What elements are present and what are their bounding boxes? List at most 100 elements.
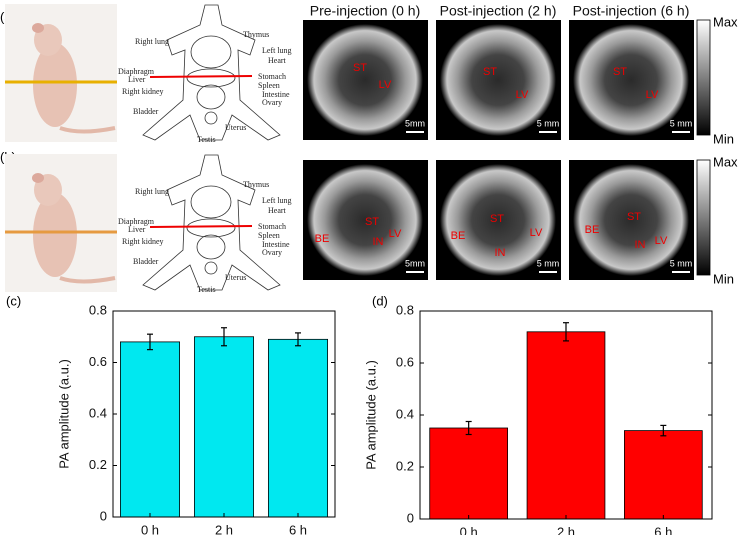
organ-label: Diaphragm <box>118 67 155 76</box>
organ-label: Testis <box>197 285 216 294</box>
organ-label: Left lung <box>262 196 292 205</box>
pa-ring <box>307 24 423 136</box>
y-tick-label: 0 <box>100 508 107 523</box>
mouse-body <box>33 43 77 127</box>
organ-label: Right lung <box>135 187 169 196</box>
organ-label: Uterus <box>225 123 246 132</box>
scale-label: 5mm <box>405 258 425 268</box>
bladder <box>204 261 218 275</box>
organ-label: Bladder <box>133 107 159 116</box>
colorbar-min: Min <box>713 271 734 286</box>
organ-mark: BE <box>315 233 330 245</box>
anatomy-diagram <box>142 4 281 141</box>
organ-label: Intestine <box>262 240 290 249</box>
mouse-tail <box>59 126 116 134</box>
mouse-body <box>33 193 77 277</box>
image-title: Pre-injection (0 h) <box>310 3 421 19</box>
organ-label: Heart <box>268 56 287 65</box>
intestine <box>196 234 226 260</box>
body-outline <box>142 154 281 291</box>
colorbar <box>696 19 711 136</box>
error-bar <box>660 424 667 437</box>
organ-label: Liver <box>128 75 146 84</box>
organ-mark: LV <box>379 79 392 91</box>
organ-label: Right lung <box>135 37 169 46</box>
y-tick-label: 0.2 <box>396 458 414 473</box>
organ-mark: ST <box>490 213 504 225</box>
organ-mark: LV <box>530 227 543 239</box>
y-tick-label: 0.6 <box>396 354 414 369</box>
anatomy-diagram <box>142 154 281 291</box>
section-line <box>149 225 253 228</box>
y-tick-label: 0.2 <box>89 457 107 472</box>
error-bar <box>295 332 301 347</box>
organ-label: Bladder <box>133 257 159 266</box>
organ-mark: BE <box>451 230 466 242</box>
lungs <box>190 35 232 69</box>
colorbar <box>696 159 711 276</box>
error-bar <box>221 327 227 347</box>
mouse-photo <box>5 154 117 292</box>
organ-label: Spleen <box>258 81 280 90</box>
organ-label: Spleen <box>258 231 280 240</box>
organ-mark: IN <box>373 236 384 248</box>
organ-label: Ovary <box>262 98 282 107</box>
organ-label: Heart <box>268 206 287 215</box>
scale-label: 5 mm <box>670 118 693 128</box>
organ-label: Thymus <box>243 30 269 39</box>
y-tick-label: 0.6 <box>89 354 107 369</box>
mouse-ear <box>32 23 44 33</box>
pa-ring <box>573 24 689 136</box>
bar <box>624 430 703 520</box>
scale-label: 5 mm <box>537 118 560 128</box>
x-tick-label: 0 h <box>141 522 159 535</box>
mouse-tail <box>59 276 116 284</box>
organ-mark: LV <box>655 235 668 247</box>
bar <box>120 341 181 518</box>
organ-label: Diaphragm <box>118 217 155 226</box>
organ-label: Testis <box>197 135 216 144</box>
organ-label: Right kidney <box>122 87 164 96</box>
error-bar <box>563 322 569 342</box>
colorbar-max: Max <box>713 14 738 29</box>
x-tick-label: 2 h <box>215 522 233 535</box>
mouse-photo <box>5 4 117 142</box>
image-title: Post-injection (2 h) <box>440 3 557 19</box>
error-bar <box>465 420 472 436</box>
organ-mark: IN <box>635 239 646 251</box>
colorbar-min: Min <box>713 131 734 146</box>
section-line <box>149 75 253 78</box>
y-tick-label: 0.8 <box>89 302 107 317</box>
organ-mark: ST <box>353 62 367 74</box>
plot-frame <box>112 310 336 518</box>
y-axis-label: PA amplitude (a.u.) <box>56 359 71 469</box>
y-tick-label: 0.8 <box>396 302 414 317</box>
body-outline <box>142 4 281 141</box>
lungs <box>190 185 232 219</box>
panel-label: (d) <box>372 293 388 308</box>
y-tick-label: 0.4 <box>396 406 414 421</box>
bladder <box>204 111 218 125</box>
organ-label: Liver <box>128 225 146 234</box>
scale-label: 5 mm <box>670 258 693 268</box>
organ-mark: LV <box>646 89 659 101</box>
intestine <box>196 84 226 110</box>
organ-mark: ST <box>627 211 641 223</box>
y-axis-label: PA amplitude (a.u.) <box>363 360 378 470</box>
organ-label: Stomach <box>258 72 286 81</box>
x-tick-label: 6 h <box>654 524 672 535</box>
x-tick-label: 0 h <box>460 524 478 535</box>
x-tick-label: 2 h <box>557 524 575 535</box>
liver <box>186 218 236 238</box>
organ-label: Left lung <box>262 46 292 55</box>
pa-ring <box>307 164 423 276</box>
organ-mark: ST <box>613 66 627 78</box>
pa-ring <box>573 164 689 276</box>
scale-label: 5 mm <box>537 258 560 268</box>
organ-mark: BE <box>585 224 600 236</box>
organ-mark: LV <box>389 228 402 240</box>
bar <box>526 331 606 520</box>
organ-label: Stomach <box>258 222 286 231</box>
bar <box>429 427 509 520</box>
organ-label: Intestine <box>262 90 290 99</box>
